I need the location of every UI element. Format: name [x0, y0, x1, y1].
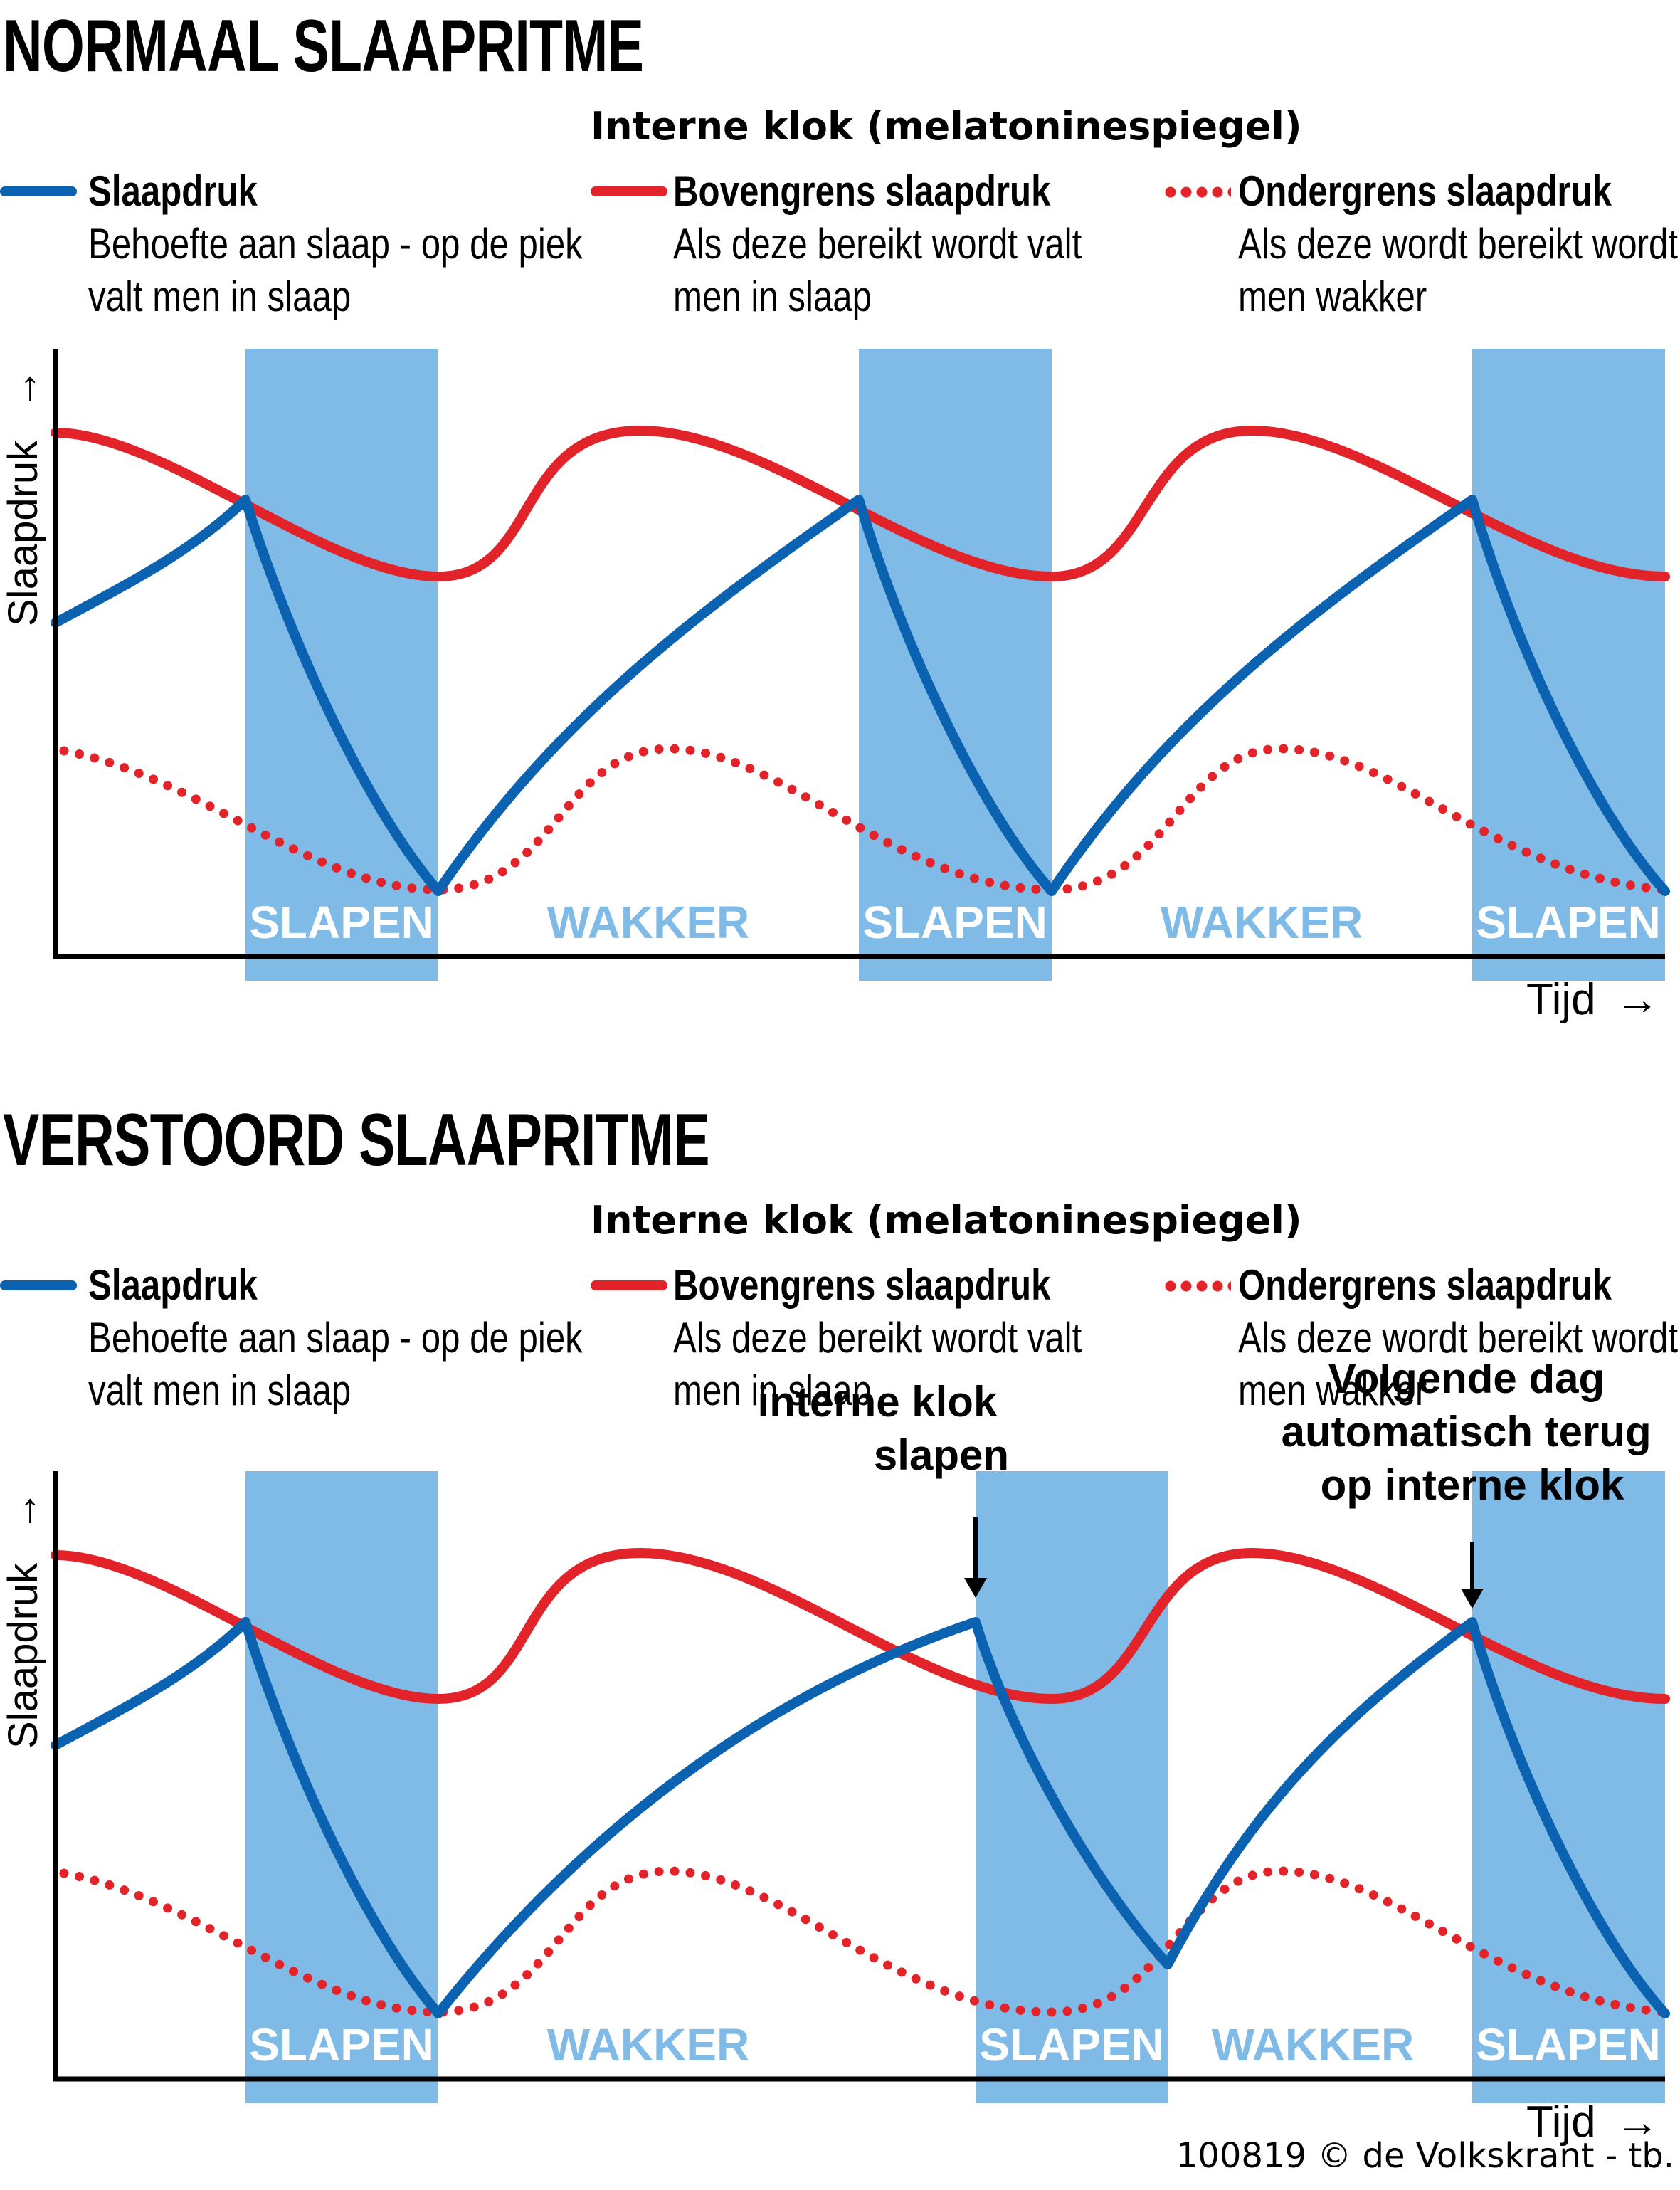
panel-subtitle: Interne klok (melatoninespiegel)	[591, 104, 1302, 149]
phase-label: SLAPEN	[979, 2019, 1164, 2070]
legend-desc-line: Behoefte aan slaap - op de piek	[88, 220, 583, 268]
annotation-line: op interne klok	[1321, 1461, 1624, 1509]
annotation-later: Later dan interne klok slapen	[758, 1364, 1009, 1479]
phase-label: SLAPEN	[249, 2019, 434, 2070]
annotation-line: automatisch terug	[1282, 1408, 1652, 1455]
x-axis-label: Tijd	[1526, 2097, 1596, 2147]
normal-rhythm-panel: NORMAAL SLAAPRITME Interne klok (melaton…	[0, 5, 1679, 1024]
ondergrens-curve	[59, 1866, 1670, 2017]
legend-name: Bovengrens slaapdruk	[673, 167, 1051, 215]
phase-label: SLAPEN	[1476, 897, 1661, 948]
legend-dotted-line-swatch	[1163, 1280, 1231, 1292]
annotation-line: slapen	[874, 1431, 1009, 1479]
phase-label: WAKKER	[1161, 897, 1363, 948]
legend-name: Ondergrens slaapdruk	[1238, 167, 1612, 215]
annotation-line: Later dan	[805, 1364, 997, 1372]
y-axis-arrow-icon: →	[0, 368, 46, 409]
panel-title: VERSTOORD SLAAPRITME	[3, 1099, 710, 1181]
legend-red-line-swatch	[591, 1280, 667, 1290]
y-axis-arrow-icon: →	[0, 1490, 46, 1532]
legend-desc-line: men wakker	[1238, 273, 1427, 320]
phase-label: SLAPEN	[1476, 2019, 1661, 2070]
annotation-volgende-dag: Volgende dag automatisch terug op intern…	[1282, 1364, 1664, 1509]
x-axis-arrow-icon: →	[1615, 2097, 1659, 2147]
legend-desc-line: Behoefte aan slaap - op de piek	[88, 1314, 583, 1362]
x-axis-arrow-icon: →	[1615, 975, 1659, 1024]
ondergrens-curve	[59, 744, 1670, 895]
annotation-line: interne klok	[758, 1378, 998, 1426]
legend-desc-line: men in slaap	[673, 273, 872, 320]
panel-subtitle: Interne klok (melatoninespiegel)	[591, 1198, 1302, 1243]
legend-blue-line-swatch	[0, 186, 77, 196]
sleep-band	[245, 1471, 438, 2103]
panel-title: NORMAAL SLAAPRITME	[3, 5, 644, 88]
legend-desc-line: valt men in slaap	[88, 273, 352, 320]
legend-desc-line: valt men in slaap	[88, 1367, 352, 1414]
sleep-band	[976, 1471, 1168, 2103]
legend-desc-line: Als deze wordt bereikt wordt	[1238, 1314, 1679, 1362]
disturbed-rhythm-panel: VERSTOORD SLAAPRITME Interne klok (melat…	[0, 1094, 1680, 2190]
legend-name: Bovengrens slaapdruk	[673, 1261, 1051, 1309]
sleep-rhythm-plot: Slaapdruk → SLAPEN WAKKER SLAPEN WAKKER …	[0, 349, 1670, 1024]
legend-red-line-swatch	[591, 186, 667, 196]
sleep-band	[245, 349, 438, 981]
legend-name: Ondergrens slaapdruk	[1238, 1261, 1612, 1309]
phase-label: SLAPEN	[862, 897, 1047, 948]
phase-label: WAKKER	[1212, 2019, 1414, 2070]
annotation-line: Volgende dag	[1328, 1364, 1605, 1402]
phase-label: WAKKER	[547, 897, 749, 948]
sleep-band	[1472, 349, 1665, 981]
y-axis-label: Slaapdruk	[0, 440, 46, 626]
slaapdruk-curve	[51, 1617, 1670, 2018]
y-axis-label: Slaapdruk	[0, 1562, 46, 1749]
legend-name: Slaapdruk	[88, 1261, 258, 1309]
x-axis-label: Tijd	[1526, 975, 1596, 1024]
legend-desc-line: Als deze bereikt wordt valt	[673, 220, 1082, 268]
phase-label: WAKKER	[547, 2019, 749, 2070]
sleep-band	[1472, 1471, 1665, 2103]
legend-desc-line: Als deze bereikt wordt valt	[673, 1314, 1082, 1362]
sleep-rhythm-plot: Later dan interne klok slapen Volgende d…	[0, 1364, 1670, 2147]
bovengrens-curve	[51, 1547, 1670, 1705]
legend-blue-line-swatch	[0, 1280, 77, 1290]
legend-dotted-line-swatch	[1163, 186, 1231, 198]
credit-line: 100819 © de Volkskrant - tb.	[1176, 2136, 1674, 2176]
phase-label: SLAPEN	[249, 897, 434, 948]
arrow-down-icon	[1461, 1589, 1484, 1609]
arrow-down-icon	[964, 1578, 987, 1598]
legend-name: Slaapdruk	[88, 167, 258, 215]
legend-desc-line: men in slaap	[673, 1367, 872, 1414]
legend-desc-line: men wakker	[1238, 1367, 1427, 1414]
legend-desc-line: Als deze wordt bereikt wordt	[1238, 220, 1679, 268]
slaapdruk-curve	[51, 495, 1670, 896]
